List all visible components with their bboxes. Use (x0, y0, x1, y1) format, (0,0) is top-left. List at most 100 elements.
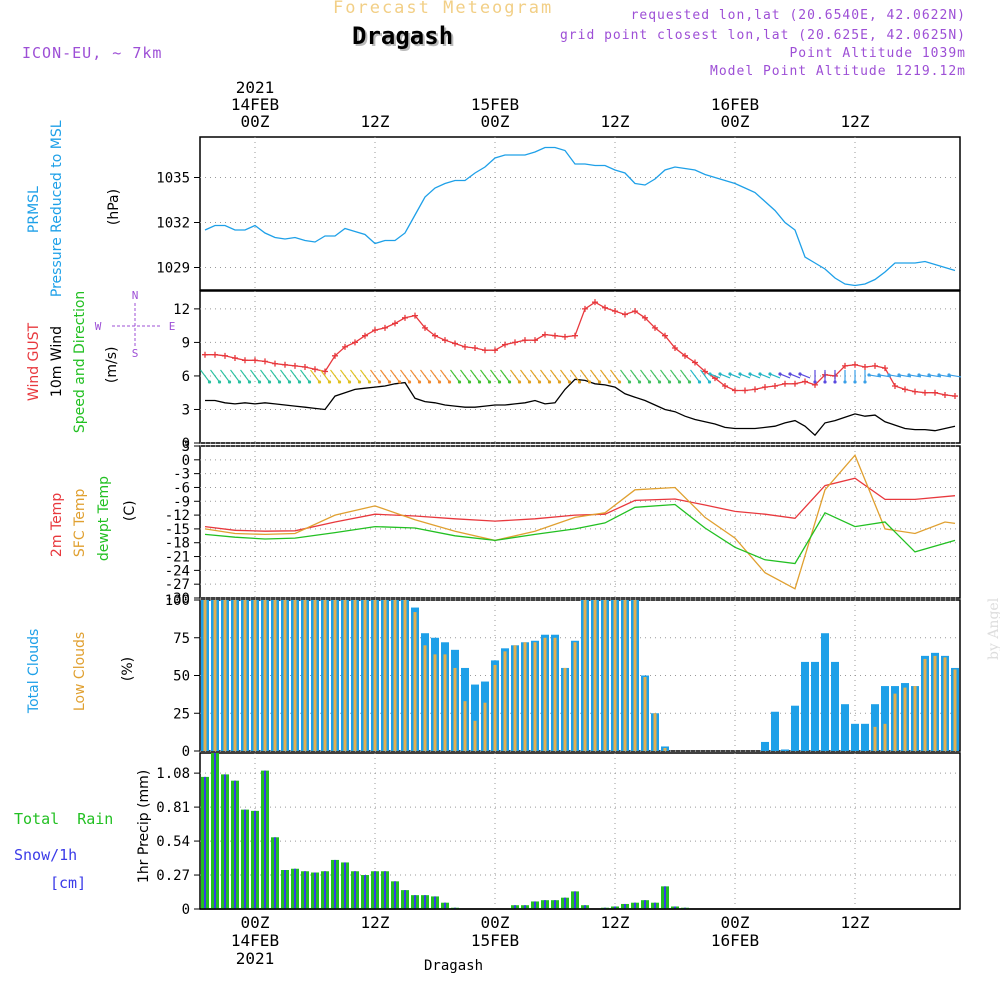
wind-direction-arrow (868, 374, 882, 378)
wind-direction-arrow (230, 369, 240, 383)
wind-direction-arrow (680, 369, 690, 383)
wind-direction-arrow (290, 369, 300, 383)
gust-marker (772, 383, 778, 389)
precip-cm-label: [cm] (50, 874, 87, 892)
gust-marker (322, 368, 328, 375)
model-altitude: Model Point Altitude 1219.12m (710, 64, 966, 79)
wind-direction-arrow (450, 369, 460, 383)
y-tick-label: 1032 (156, 216, 190, 232)
wind-direction-arrow (580, 369, 590, 383)
low-cloud-bar (383, 600, 387, 751)
wind-direction-arrow (530, 369, 540, 383)
wind-arrow-head (798, 372, 802, 376)
low-cloud-bar (463, 701, 467, 751)
wind-arrow-head (687, 380, 692, 384)
wind-arrow-head (627, 380, 632, 384)
wind-direction-arrow (739, 373, 751, 379)
snow-bar (244, 809, 246, 909)
gust-marker (892, 383, 898, 389)
snow-bar (624, 903, 626, 909)
snow-bar (564, 897, 566, 909)
snow-bar (204, 776, 206, 909)
point-altitude: Point Altitude 1039m (789, 46, 966, 61)
wind-arrow-head (237, 380, 242, 384)
wind-arrow-head (317, 380, 322, 384)
y-tick-label: -24 (165, 563, 190, 579)
gust-marker (562, 333, 568, 340)
wind-arrow-head (487, 380, 492, 384)
gust-marker (382, 324, 388, 331)
gust-marker (442, 337, 448, 344)
low-cloud-bar (613, 600, 617, 751)
wind-direction-arrow (470, 369, 480, 383)
bottom-time-label: 00Z (241, 913, 270, 932)
wind-direction-arrow (350, 369, 360, 383)
gust-marker (592, 299, 598, 306)
wind-direction-arrow (500, 369, 510, 383)
low-cloud-bar (233, 600, 237, 751)
gust-marker (922, 389, 928, 396)
total-cloud-bar (471, 684, 479, 751)
gust-marker (492, 347, 498, 354)
wind-arrow-head (728, 372, 732, 376)
y-tick-label: 0 (182, 436, 190, 452)
low-cloud-bar (493, 664, 497, 751)
snow-bar (674, 906, 676, 909)
low-cloud-bar (453, 667, 457, 751)
wind-direction-arrow (898, 374, 912, 378)
wind-arrow-head (397, 380, 402, 384)
low-cloud-bar (543, 637, 547, 751)
y-tick-label: 3 (182, 402, 190, 418)
snow-bar (354, 871, 356, 909)
snow-bar (334, 859, 336, 909)
wind-direction-arrow (690, 369, 700, 383)
snow-bar (364, 875, 366, 909)
snow-bar (304, 871, 306, 909)
wind-direction-arrow (510, 369, 520, 383)
wind-direction-arrow (719, 373, 731, 379)
bottom-time-label: 12Z (601, 913, 630, 932)
wind-arrow-head (427, 380, 432, 384)
gust-marker (462, 343, 468, 350)
wind-arrow-head (843, 380, 847, 384)
wind-arrow-head (267, 380, 272, 384)
wind-arrow-head (887, 373, 891, 377)
gust-marker (502, 341, 508, 348)
y-tick-label: 1029 (156, 261, 190, 277)
snow-bar (584, 905, 586, 909)
bottom-time-label: 12Z (361, 913, 390, 932)
gust-marker (722, 383, 728, 389)
gust-marker (802, 378, 808, 385)
low-cloud-bar (393, 600, 397, 751)
gust-marker (872, 362, 878, 369)
wind-direction-arrow (340, 369, 350, 383)
gust-marker (952, 393, 958, 400)
gust-marker (612, 308, 618, 315)
wind-arrow-head (407, 380, 412, 384)
precip-total-rain-label: Total Rain (14, 810, 114, 828)
y-tick-label: 0.27 (156, 868, 190, 884)
low-cloud-bar (523, 642, 527, 751)
wind-direction-arrow (310, 369, 320, 383)
low-cloud-bar (423, 645, 427, 751)
wind-arrow-head (697, 380, 702, 384)
low-cloud-bar (283, 600, 287, 751)
gust-marker (552, 332, 558, 339)
snow-bar (664, 886, 666, 909)
compass-west: W (95, 320, 102, 333)
y-tick-label: 0.81 (156, 800, 190, 816)
top-time-label: 12Z (601, 112, 630, 131)
gust-marker (942, 391, 948, 398)
total-cloud-bar (831, 661, 839, 751)
low-cloud-bar (273, 600, 277, 751)
low-cloud-bar (653, 713, 657, 751)
gust-marker (692, 359, 698, 366)
y-tick-label: -21 (165, 550, 190, 566)
wind-arrow-head (833, 380, 837, 384)
wind-arrow-head (337, 380, 342, 384)
wind-arrow-head (537, 380, 542, 384)
wind-arrow-head (457, 380, 462, 384)
gust-marker (902, 386, 908, 393)
gust-marker (292, 362, 298, 369)
gust-marker (452, 340, 458, 347)
